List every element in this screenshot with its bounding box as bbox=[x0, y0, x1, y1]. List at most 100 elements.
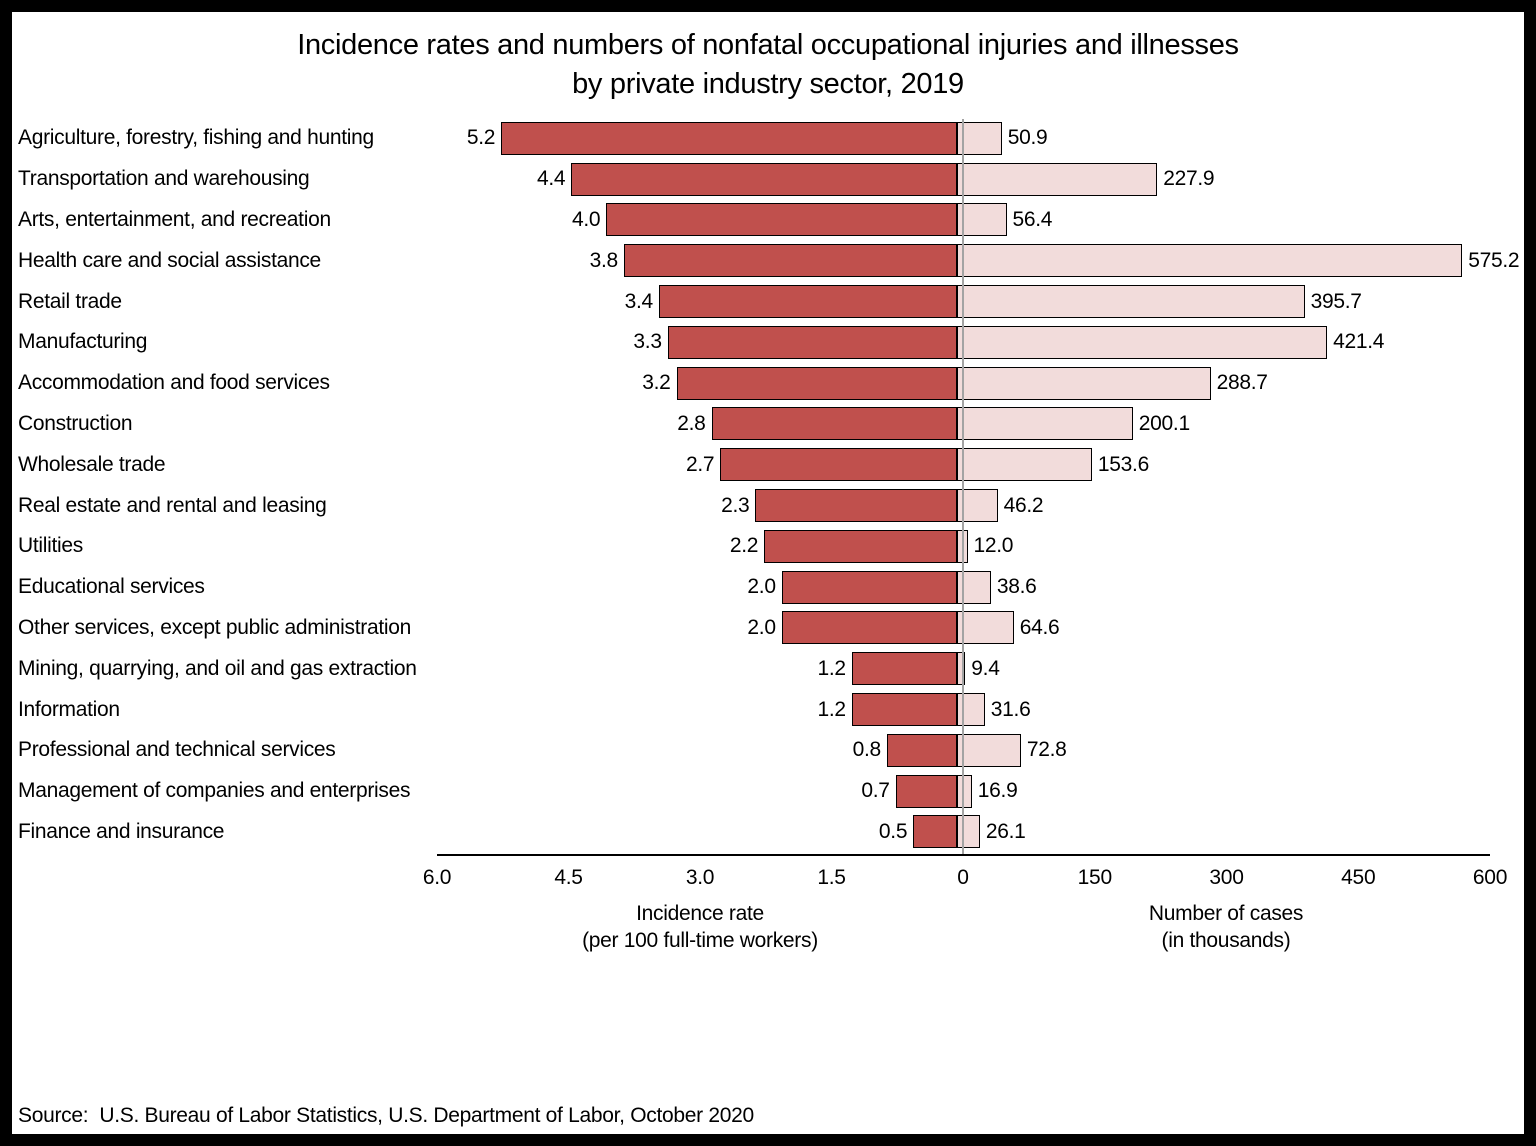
rate-value-label: 0.7 bbox=[861, 779, 890, 803]
category-label: Management of companies and enterprises bbox=[18, 779, 411, 803]
rate-value-label: 2.8 bbox=[677, 411, 706, 435]
axis-tick-label: 300 bbox=[1209, 866, 1244, 889]
rate-value-label: 2.7 bbox=[686, 452, 715, 476]
cases-bar-zone: 288.7 bbox=[957, 366, 1484, 400]
chart-row: Information 1.2 31.6 bbox=[12, 689, 1490, 730]
rate-bar bbox=[781, 611, 957, 645]
cases-bar-zone: 26.1 bbox=[957, 815, 1484, 849]
axis-tick-label: 4.5 bbox=[554, 866, 583, 889]
chart-row: Finance and insurance 0.5 26.1 bbox=[12, 812, 1490, 853]
cases-value-label: 72.8 bbox=[1026, 738, 1067, 762]
cases-value-label: 200.1 bbox=[1138, 411, 1190, 435]
cases-bar bbox=[957, 285, 1305, 319]
cases-bar-zone: 395.7 bbox=[957, 285, 1484, 319]
cases-bar-zone: 46.2 bbox=[957, 489, 1484, 523]
cases-bar bbox=[957, 489, 998, 523]
axis-tick-label: 450 bbox=[1341, 866, 1376, 889]
cases-value-label: 64.6 bbox=[1019, 615, 1060, 639]
rate-value-label: 2.2 bbox=[729, 534, 759, 558]
cases-value-label: 153.6 bbox=[1097, 452, 1149, 476]
rate-bar bbox=[886, 733, 957, 767]
chart-row: Agriculture, forestry, fishing and hunti… bbox=[12, 118, 1490, 159]
left-axis-title: Incidence rate (per 100 full-time worker… bbox=[500, 900, 900, 954]
cases-value-label: 421.4 bbox=[1333, 330, 1385, 354]
cases-bar-zone: 153.6 bbox=[957, 448, 1484, 482]
category-label: Retail trade bbox=[18, 289, 122, 313]
cases-value-label: 56.4 bbox=[1012, 207, 1053, 231]
rate-bar bbox=[851, 693, 957, 727]
cases-bar bbox=[957, 366, 1211, 400]
category-label: Accommodation and food services bbox=[18, 371, 330, 395]
rate-value-label: 2.0 bbox=[747, 615, 776, 639]
rate-bar bbox=[667, 325, 957, 359]
rate-bar bbox=[764, 529, 957, 563]
chart-row: Real estate and rental and leasing 2.3 46.… bbox=[12, 485, 1490, 526]
category-label: Mining, quarrying, and oil and gas extra… bbox=[18, 656, 417, 680]
cases-value-label: 575.2 bbox=[1468, 248, 1520, 272]
cases-bar-zone: 16.9 bbox=[957, 774, 1484, 808]
chart-row: Manufacturing 3.3 421.4 bbox=[12, 322, 1490, 363]
chart-title-line2: by private industry sector, 2019 bbox=[572, 68, 964, 100]
chart-row: Educational services 2.0 38.6 bbox=[12, 567, 1490, 608]
cases-bar-zone: 227.9 bbox=[957, 162, 1484, 196]
chart-row: Retail trade 3.4 395.7 bbox=[12, 281, 1490, 322]
category-label: Agriculture, forestry, fishing and hunti… bbox=[18, 126, 374, 150]
category-label: Wholesale trade bbox=[18, 452, 166, 476]
chart-row: Other services, except public administra… bbox=[12, 608, 1490, 649]
chart-row: Health care and social assistance 3.8 575.… bbox=[12, 240, 1520, 281]
cases-value-label: 9.4 bbox=[971, 656, 1000, 680]
cases-bar bbox=[957, 815, 980, 849]
left-axis-title-line2: (per 100 full-time workers) bbox=[582, 929, 818, 952]
cases-value-label: 50.9 bbox=[1007, 126, 1048, 150]
rate-bar-zone: 0.7 bbox=[431, 774, 957, 808]
axis-tick-label: 0 bbox=[957, 866, 969, 889]
rate-value-label: 4.4 bbox=[537, 167, 566, 191]
category-label: Information bbox=[18, 697, 120, 721]
axis-tick-label: 150 bbox=[1077, 866, 1112, 889]
cases-bar-zone: 575.2 bbox=[957, 244, 1520, 278]
rate-bar-zone: 3.8 bbox=[431, 244, 957, 278]
cases-bar bbox=[957, 121, 1002, 155]
rate-value-label: 3.8 bbox=[589, 248, 619, 272]
cases-bar bbox=[957, 325, 1328, 359]
cases-value-label: 395.7 bbox=[1310, 289, 1362, 313]
rate-value-label: 3.4 bbox=[624, 289, 654, 313]
rate-bar-zone: 1.2 bbox=[431, 693, 957, 727]
cases-bar bbox=[957, 774, 972, 808]
x-axis-ticks: 6.0 4.5 3.0 1.5 0 150 300 450 600 bbox=[12, 866, 1524, 894]
rate-bar-zone: 5.2 bbox=[431, 121, 957, 155]
cases-bar-zone: 421.4 bbox=[957, 325, 1484, 359]
rate-bar bbox=[606, 203, 957, 237]
cases-bar bbox=[957, 733, 1021, 767]
right-axis-title-line1: Number of cases bbox=[1148, 902, 1304, 925]
cases-bar-zone: 72.8 bbox=[957, 733, 1484, 767]
axis-tick-label: 6.0 bbox=[422, 866, 452, 889]
chart-title-line1: Incidence rates and numbers of nonfatal … bbox=[297, 29, 1239, 61]
chart-row: Professional and technical services 0.8 72… bbox=[12, 730, 1490, 771]
chart-row: Management of companies and enterprises 0… bbox=[12, 771, 1490, 812]
cases-bar bbox=[957, 162, 1158, 196]
source-note: Source: U.S. Bureau of Labor Statistics,… bbox=[18, 1104, 754, 1127]
rate-value-label: 1.2 bbox=[817, 697, 847, 721]
rate-value-label: 2.0 bbox=[747, 575, 776, 599]
cases-value-label: 46.2 bbox=[1003, 493, 1044, 517]
cases-bar bbox=[957, 693, 985, 727]
rate-bar bbox=[571, 162, 957, 196]
rate-bar bbox=[913, 815, 957, 849]
chart-row: Mining, quarrying, and oil and gas extra… bbox=[12, 648, 1490, 689]
cases-bar bbox=[957, 244, 1463, 278]
rate-bar-zone: 4.4 bbox=[431, 162, 957, 196]
rate-bar-zone: 2.0 bbox=[431, 611, 957, 645]
cases-bar-zone: 9.4 bbox=[957, 652, 1484, 686]
right-axis-title-line2: (in thousands) bbox=[1161, 929, 1291, 952]
cases-value-label: 26.1 bbox=[985, 819, 1026, 843]
cases-bar bbox=[957, 448, 1092, 482]
cases-bar bbox=[957, 652, 966, 686]
category-label: Construction bbox=[18, 411, 133, 435]
rate-bar-zone: 2.8 bbox=[431, 407, 957, 441]
category-label: Utilities bbox=[18, 534, 83, 558]
chart-row: Construction 2.8 200.1 bbox=[12, 404, 1490, 445]
cases-value-label: 12.0 bbox=[973, 534, 1014, 558]
chart-row: Accommodation and food services 3.2 288.7 bbox=[12, 363, 1490, 404]
cases-bar-zone: 12.0 bbox=[957, 529, 1484, 563]
